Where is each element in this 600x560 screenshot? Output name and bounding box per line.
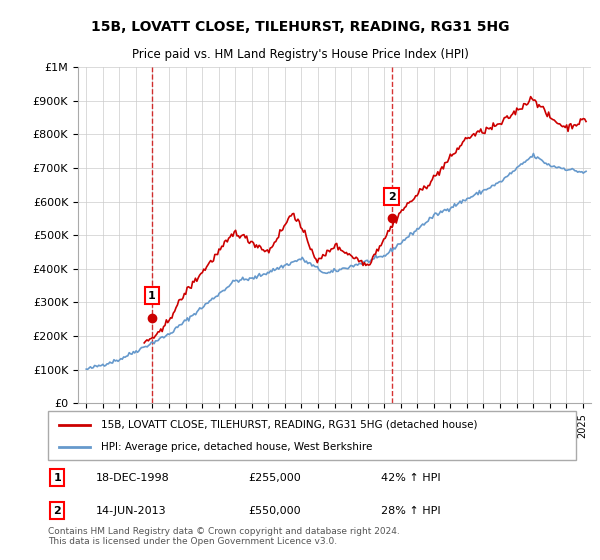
- Text: Price paid vs. HM Land Registry's House Price Index (HPI): Price paid vs. HM Land Registry's House …: [131, 48, 469, 60]
- Text: 2: 2: [53, 506, 61, 516]
- Text: 1: 1: [53, 473, 61, 483]
- Text: 2: 2: [388, 192, 395, 202]
- Text: £255,000: £255,000: [248, 473, 301, 483]
- Text: Contains HM Land Registry data © Crown copyright and database right 2024.
This d: Contains HM Land Registry data © Crown c…: [48, 526, 400, 546]
- Text: 1: 1: [148, 291, 155, 301]
- Text: 15B, LOVATT CLOSE, TILEHURST, READING, RG31 5HG: 15B, LOVATT CLOSE, TILEHURST, READING, R…: [91, 20, 509, 34]
- Text: 28% ↑ HPI: 28% ↑ HPI: [380, 506, 440, 516]
- Text: HPI: Average price, detached house, West Berkshire: HPI: Average price, detached house, West…: [101, 441, 372, 451]
- Text: 14-JUN-2013: 14-JUN-2013: [95, 506, 166, 516]
- Text: 18-DEC-1998: 18-DEC-1998: [95, 473, 169, 483]
- Text: 15B, LOVATT CLOSE, TILEHURST, READING, RG31 5HG (detached house): 15B, LOVATT CLOSE, TILEHURST, READING, R…: [101, 420, 478, 430]
- Text: 42% ↑ HPI: 42% ↑ HPI: [380, 473, 440, 483]
- Text: £550,000: £550,000: [248, 506, 301, 516]
- FancyBboxPatch shape: [48, 411, 576, 460]
